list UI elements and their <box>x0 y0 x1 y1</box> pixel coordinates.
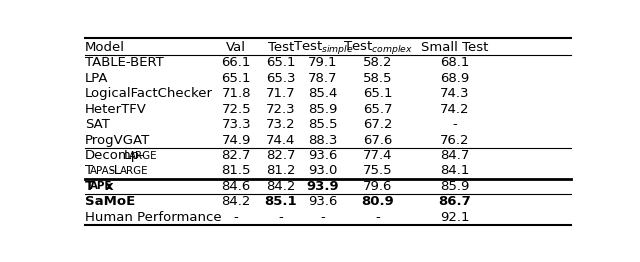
Text: T: T <box>85 180 94 193</box>
Text: 73.3: 73.3 <box>221 118 251 131</box>
Text: 77.4: 77.4 <box>363 149 392 162</box>
Text: SAT: SAT <box>85 118 110 131</box>
Text: ARGE: ARGE <box>129 150 157 161</box>
Text: Decomp-: Decomp- <box>85 149 145 162</box>
Text: Test$_{complex}$: Test$_{complex}$ <box>342 39 413 56</box>
Text: Test$_{simple}$: Test$_{simple}$ <box>292 39 353 56</box>
Text: 65.1: 65.1 <box>363 87 392 100</box>
Text: SaMoE: SaMoE <box>85 195 135 208</box>
Text: 71.7: 71.7 <box>266 87 296 100</box>
Text: 84.6: 84.6 <box>221 180 251 193</box>
Text: 85.1: 85.1 <box>264 195 297 208</box>
Text: 65.3: 65.3 <box>266 72 296 85</box>
Text: -: - <box>375 211 380 224</box>
Text: 93.6: 93.6 <box>308 149 338 162</box>
Text: 92.1: 92.1 <box>440 211 469 224</box>
Text: 79.6: 79.6 <box>363 180 392 193</box>
Text: Small Test: Small Test <box>420 41 488 54</box>
Text: 82.7: 82.7 <box>221 149 251 162</box>
Text: 93.9: 93.9 <box>307 180 339 193</box>
Text: 88.3: 88.3 <box>308 134 338 146</box>
Text: -: - <box>278 211 284 224</box>
Text: 86.7: 86.7 <box>438 195 471 208</box>
Text: 82.7: 82.7 <box>266 149 296 162</box>
Text: 66.1: 66.1 <box>221 56 251 69</box>
Text: LPA: LPA <box>85 72 108 85</box>
Text: 65.7: 65.7 <box>363 103 392 116</box>
Text: 72.5: 72.5 <box>221 103 251 116</box>
Text: 58.5: 58.5 <box>363 72 392 85</box>
Text: 68.9: 68.9 <box>440 72 469 85</box>
Text: 76.2: 76.2 <box>440 134 469 146</box>
Text: 74.4: 74.4 <box>266 134 296 146</box>
Text: LogicalFactChecker: LogicalFactChecker <box>85 87 213 100</box>
Text: 74.3: 74.3 <box>440 87 469 100</box>
Text: 71.8: 71.8 <box>221 87 251 100</box>
Text: Val: Val <box>227 41 246 54</box>
Text: 81.5: 81.5 <box>221 165 251 177</box>
Text: 67.6: 67.6 <box>363 134 392 146</box>
Text: APAS: APAS <box>90 166 116 176</box>
Text: 93.6: 93.6 <box>308 195 338 208</box>
Text: 73.2: 73.2 <box>266 118 296 131</box>
Text: 80.9: 80.9 <box>361 195 394 208</box>
Text: T: T <box>85 165 93 177</box>
Text: ProgVGAT: ProgVGAT <box>85 134 150 146</box>
Text: Test: Test <box>268 41 294 54</box>
Text: 85.9: 85.9 <box>308 103 338 116</box>
Text: -: - <box>452 118 457 131</box>
Text: 72.3: 72.3 <box>266 103 296 116</box>
Text: TABLE-BERT: TABLE-BERT <box>85 56 164 69</box>
Text: x: x <box>104 180 113 193</box>
Text: 75.5: 75.5 <box>363 165 392 177</box>
Text: 93.0: 93.0 <box>308 165 338 177</box>
Text: 74.2: 74.2 <box>440 103 469 116</box>
Text: 68.1: 68.1 <box>440 56 469 69</box>
Text: 84.7: 84.7 <box>440 149 469 162</box>
Text: 85.4: 85.4 <box>308 87 338 100</box>
Text: 84.2: 84.2 <box>221 195 251 208</box>
Text: ARGE: ARGE <box>120 166 148 176</box>
Text: 85.9: 85.9 <box>440 180 469 193</box>
Text: L: L <box>124 149 131 162</box>
Text: 78.7: 78.7 <box>308 72 338 85</box>
Text: Human Performance: Human Performance <box>85 211 221 224</box>
Text: 74.9: 74.9 <box>221 134 251 146</box>
Text: 58.2: 58.2 <box>363 56 392 69</box>
Text: 81.2: 81.2 <box>266 165 296 177</box>
Text: -L: -L <box>109 165 121 177</box>
Text: 84.1: 84.1 <box>440 165 469 177</box>
Text: 84.2: 84.2 <box>266 180 296 193</box>
Text: -: - <box>321 211 325 224</box>
Text: 65.1: 65.1 <box>221 72 251 85</box>
Text: HeterTFV: HeterTFV <box>85 103 147 116</box>
Text: 85.5: 85.5 <box>308 118 338 131</box>
Text: APE: APE <box>90 182 113 192</box>
Text: 79.1: 79.1 <box>308 56 338 69</box>
Text: Model: Model <box>85 41 125 54</box>
Text: 67.2: 67.2 <box>363 118 392 131</box>
Text: -: - <box>234 211 239 224</box>
Text: 65.1: 65.1 <box>266 56 296 69</box>
